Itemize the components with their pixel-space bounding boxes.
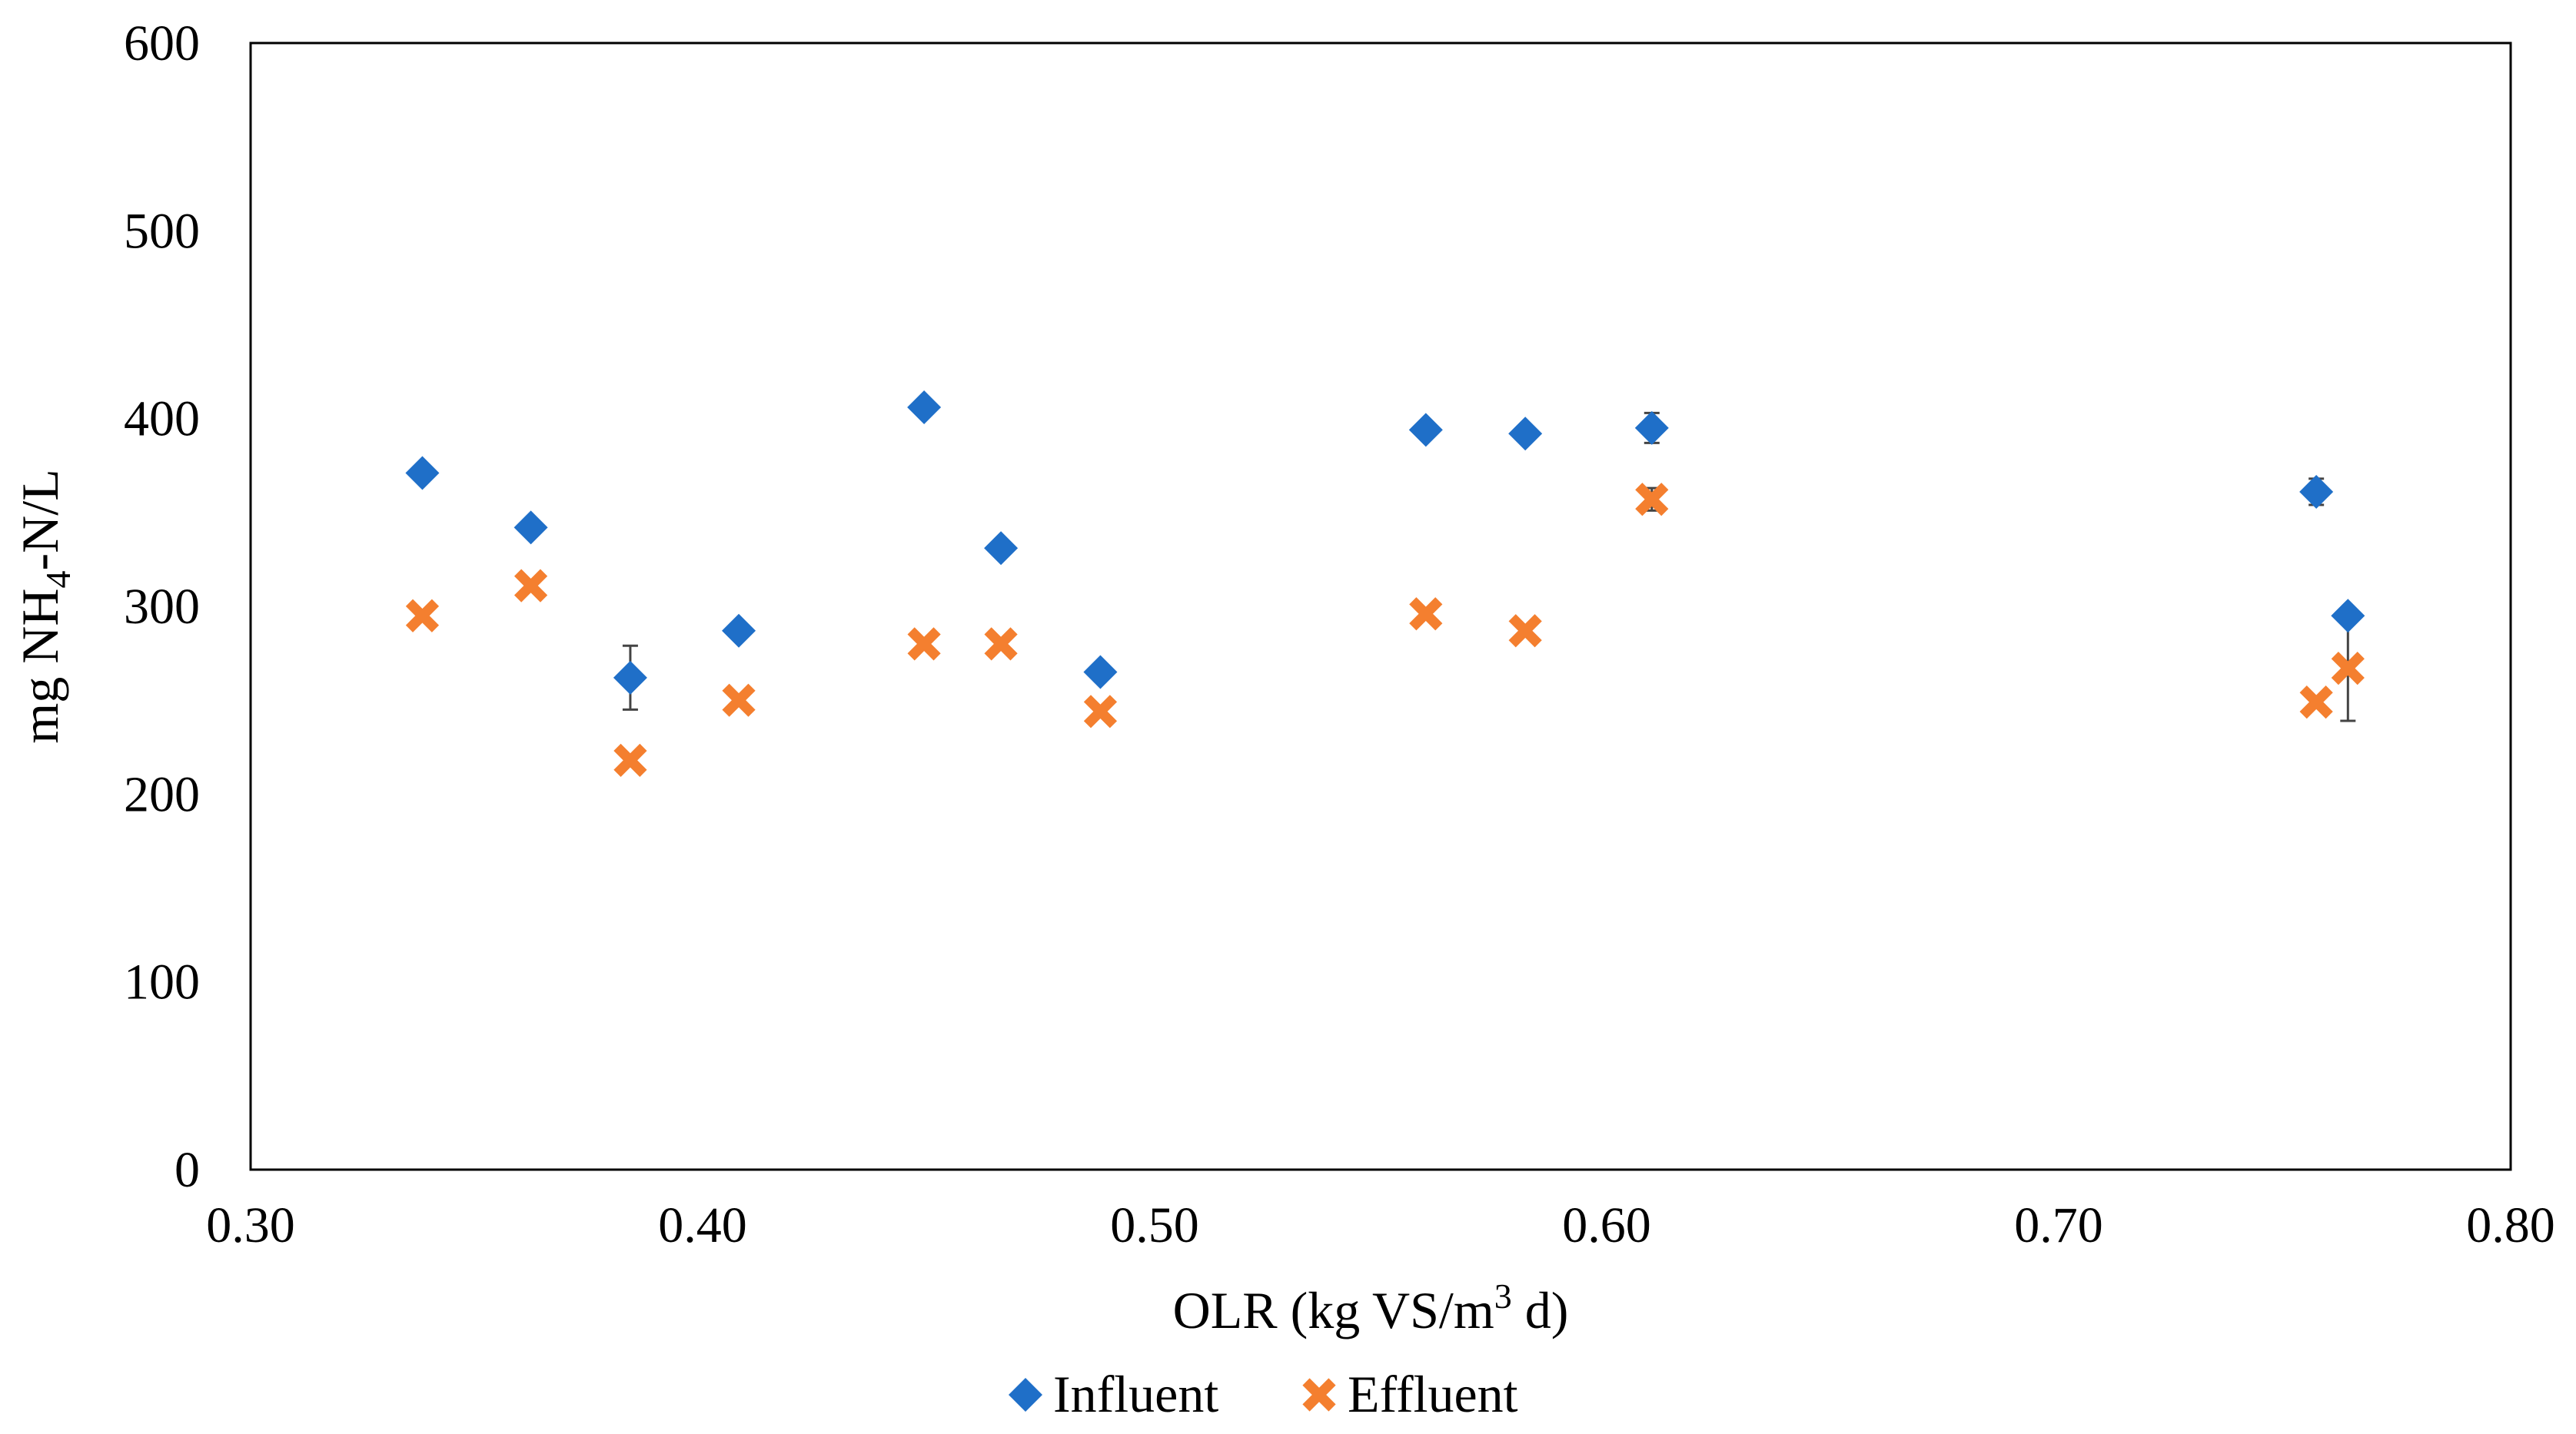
y-axis-title-end: -N/L <box>11 469 69 570</box>
y-axis-title-subscript: 4 <box>38 571 78 589</box>
y-tick-label: 300 <box>124 579 200 635</box>
effluent-point <box>405 599 440 632</box>
y-tick-label: 0 <box>175 1142 200 1198</box>
x-axis-ticks: 0.30 0.40 0.50 0.60 0.70 0.80 <box>206 1197 2555 1253</box>
influent-point <box>405 456 440 490</box>
y-tick-label: 100 <box>124 954 200 1011</box>
effluent-point <box>1508 614 1542 648</box>
legend-effluent-marker <box>1302 1378 1336 1412</box>
legend-item-effluent: Effluent <box>1302 1365 1518 1423</box>
influent-point <box>1408 413 1443 447</box>
legend-influent-label: Influent <box>1053 1365 1218 1423</box>
influent-point <box>514 510 548 545</box>
effluent-point <box>907 627 941 661</box>
legend: Influent Effluent <box>1009 1365 1518 1423</box>
effluent-point <box>722 683 756 717</box>
effluent-point <box>984 627 1018 661</box>
x-axis-title: OLR (kg VS/m3 d) <box>1173 1276 1569 1339</box>
x-tick-label: 0.40 <box>658 1197 747 1253</box>
y-axis-title-main: mg NH <box>11 589 69 744</box>
effluent-point <box>514 569 548 602</box>
data-markers <box>405 390 2365 777</box>
influent-point <box>1634 410 1669 445</box>
legend-item-influent: Influent <box>1009 1365 1218 1423</box>
effluent-point <box>2299 685 2333 719</box>
x-axis-title-main: OLR (kg VS/m <box>1173 1281 1494 1339</box>
effluent-point <box>1083 695 1118 729</box>
influent-point <box>613 660 647 695</box>
x-tick-label: 0.70 <box>2014 1197 2103 1253</box>
y-axis-ticks: 0 100 200 300 400 500 600 <box>124 15 200 1198</box>
x-axis-title-end: d) <box>1512 1281 1569 1339</box>
influent-point <box>984 531 1019 566</box>
influent-point <box>722 613 756 648</box>
plot-area-frame <box>249 41 2512 1171</box>
y-tick-label: 500 <box>124 203 200 259</box>
x-axis-title-superscript: 3 <box>1494 1276 1512 1316</box>
effluent-point <box>613 743 647 777</box>
y-tick-label: 200 <box>124 766 200 822</box>
legend-influent-marker <box>1009 1378 1042 1412</box>
x-tick-label: 0.80 <box>2466 1197 2555 1253</box>
legend-effluent-label: Effluent <box>1348 1365 1518 1423</box>
y-tick-label: 600 <box>124 15 200 71</box>
effluent-point <box>2331 652 2365 685</box>
y-axis-title: mg NH4-N/L <box>11 469 78 743</box>
influent-point <box>1508 417 1543 451</box>
x-tick-label: 0.50 <box>1110 1197 1199 1253</box>
influent-point <box>2299 474 2334 509</box>
y-tick-label: 400 <box>124 391 200 447</box>
influent-point <box>907 390 942 425</box>
effluent-point <box>1635 483 1669 516</box>
influent-point <box>1083 655 1118 689</box>
effluent-point <box>1409 597 1443 631</box>
x-tick-label: 0.30 <box>206 1197 295 1253</box>
x-tick-label: 0.60 <box>1562 1197 1651 1253</box>
influent-point <box>2331 599 2365 633</box>
